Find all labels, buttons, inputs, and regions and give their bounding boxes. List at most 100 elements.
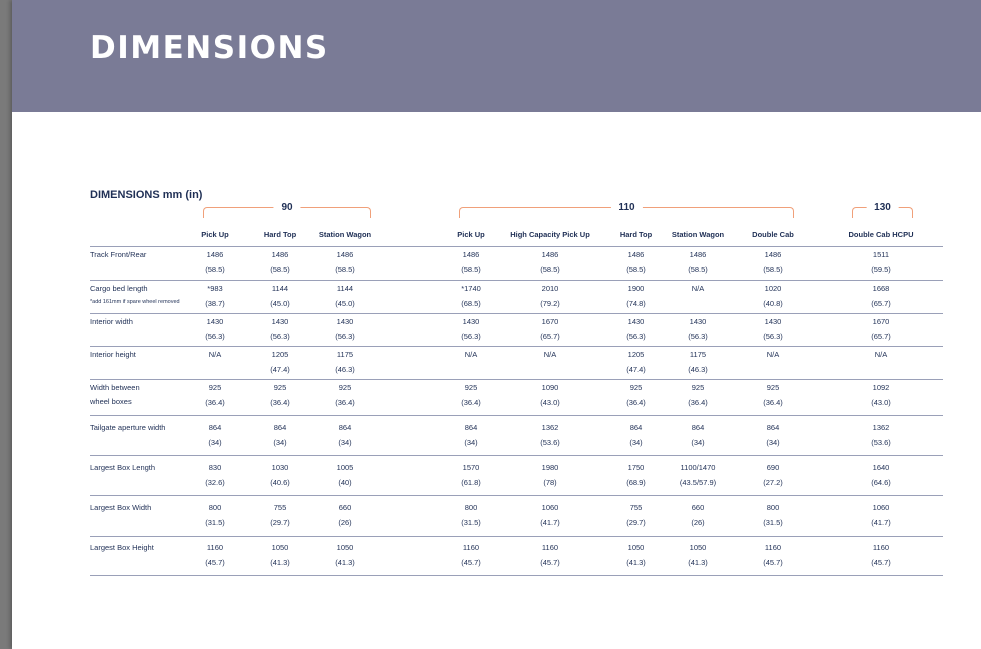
- value-mm: 1050: [689, 543, 707, 552]
- table-cell: N/A: [692, 282, 705, 311]
- table-cell: 1486 (58.5): [688, 248, 708, 277]
- table-cell: 1050 (41.3): [335, 541, 355, 570]
- value-mm: 2010: [541, 284, 559, 293]
- value-mm: 1486: [541, 250, 559, 259]
- value-mm: 1144: [336, 284, 354, 293]
- value-mm: N/A: [766, 350, 780, 359]
- value-in: (41.7): [871, 517, 891, 527]
- table-cell: 1205 (47.4): [270, 348, 290, 377]
- value-in: (65.7): [871, 331, 891, 341]
- value-in: (34): [338, 437, 352, 447]
- table-cell: 1430 (56.3): [688, 315, 708, 344]
- value-in: (58.5): [688, 264, 708, 274]
- value-in: (45.7): [205, 557, 225, 567]
- table-cell: 830 (32.6): [205, 461, 225, 490]
- value-in: (31.5): [461, 517, 481, 527]
- value-in: (53.6): [540, 437, 560, 447]
- value-in: (74.8): [626, 298, 646, 308]
- table-cell: 1430 (56.3): [763, 315, 783, 344]
- value-mm: 1670: [541, 317, 559, 326]
- value-mm: 660: [691, 503, 705, 512]
- value-mm: 925: [464, 383, 478, 392]
- value-in: (45.0): [335, 298, 355, 308]
- table-cell: 925 (36.4): [270, 381, 290, 410]
- value-in: (38.7): [205, 298, 225, 308]
- value-in: (34): [629, 437, 643, 447]
- value-mm: 800: [766, 503, 780, 512]
- value-mm: 1050: [627, 543, 645, 552]
- table-cell: 1668 (65.7): [871, 282, 891, 311]
- value-in: (58.5): [763, 264, 783, 274]
- value-in: (26): [338, 517, 352, 527]
- value-in: (36.4): [270, 397, 290, 407]
- table-cell: 1362 (53.6): [871, 421, 891, 450]
- table-cell: 864 (34): [691, 421, 704, 450]
- value-in: (56.3): [335, 331, 355, 341]
- value-mm: 830: [208, 463, 222, 472]
- value-in: (45.7): [540, 557, 560, 567]
- table-cell: 925 (36.4): [688, 381, 708, 410]
- value-mm: 864: [273, 423, 287, 432]
- row-divider: [90, 495, 943, 496]
- value-in: (31.5): [205, 517, 225, 527]
- value-mm: N/A: [543, 350, 557, 359]
- document-page: DIMENSIONS DIMENSIONS mm (in) 90 110 130…: [12, 0, 981, 649]
- value-mm: 1430: [206, 317, 224, 326]
- table-cell: 1092 (43.0): [871, 381, 891, 410]
- value-mm: 864: [464, 423, 478, 432]
- row-label: Interior height: [90, 348, 136, 362]
- value-in: (58.5): [461, 264, 481, 274]
- group-label: 110: [610, 202, 643, 213]
- value-mm: 1670: [872, 317, 890, 326]
- value-mm: 864: [766, 423, 780, 432]
- value-mm: 660: [338, 503, 352, 512]
- table-cell: 1362 (53.6): [540, 421, 560, 450]
- value-mm: 1160: [206, 543, 224, 552]
- row-divider: [90, 575, 943, 576]
- value-mm: N/A: [464, 350, 478, 359]
- value-in: (40.6): [270, 477, 290, 487]
- table-cell: 1175 (46.3): [688, 348, 708, 377]
- value-in: (56.3): [270, 331, 290, 341]
- value-in: (53.6): [871, 437, 891, 447]
- value-in: (47.4): [626, 364, 646, 374]
- value-in: (56.3): [626, 331, 646, 341]
- row-footnote: *add 161mm if spare wheel removed: [90, 299, 180, 305]
- value-mm: 1205: [627, 350, 645, 359]
- table-cell: 690 (27.2): [763, 461, 783, 490]
- row-label: Interior width: [90, 315, 133, 329]
- table-cell: N/A: [767, 348, 780, 377]
- value-mm: 1430: [271, 317, 289, 326]
- table-cell: 864 (34): [208, 421, 221, 450]
- row-label-text: Largest Box Width: [90, 503, 152, 512]
- column-header: Double Cab: [752, 230, 794, 239]
- table-cell: 1430 (56.3): [626, 315, 646, 344]
- value-in: (31.5): [763, 517, 783, 527]
- value-mm: 1060: [872, 503, 890, 512]
- value-in: (58.5): [626, 264, 646, 274]
- table-cell: 1486 (58.5): [205, 248, 225, 277]
- value-in: [465, 363, 478, 378]
- table-cell: 1430 (56.3): [205, 315, 225, 344]
- column-header: Hard Top: [619, 230, 653, 239]
- table-cell: 1050 (41.3): [270, 541, 290, 570]
- value-mm: 864: [629, 423, 643, 432]
- table-cell: 1486 (58.5): [540, 248, 560, 277]
- value-mm: 925: [208, 383, 222, 392]
- value-in: [544, 363, 557, 378]
- row-label: Largest Box Length: [90, 461, 155, 475]
- value-in: (41.3): [270, 557, 290, 567]
- row-divider: [90, 415, 943, 416]
- table-cell: 1670 (65.7): [540, 315, 560, 344]
- value-in: (43.0): [871, 397, 891, 407]
- value-mm: 1362: [872, 423, 890, 432]
- value-in: (61.8): [461, 477, 481, 487]
- value-mm: 1486: [336, 250, 354, 259]
- column-header: Pick Up: [201, 230, 229, 239]
- value-mm: 1486: [206, 250, 224, 259]
- value-mm: 1092: [872, 383, 890, 392]
- row-label-text: Width between: [90, 383, 140, 392]
- value-in: (65.7): [871, 298, 891, 308]
- value-mm: N/A: [691, 284, 705, 293]
- value-in: (36.4): [626, 397, 646, 407]
